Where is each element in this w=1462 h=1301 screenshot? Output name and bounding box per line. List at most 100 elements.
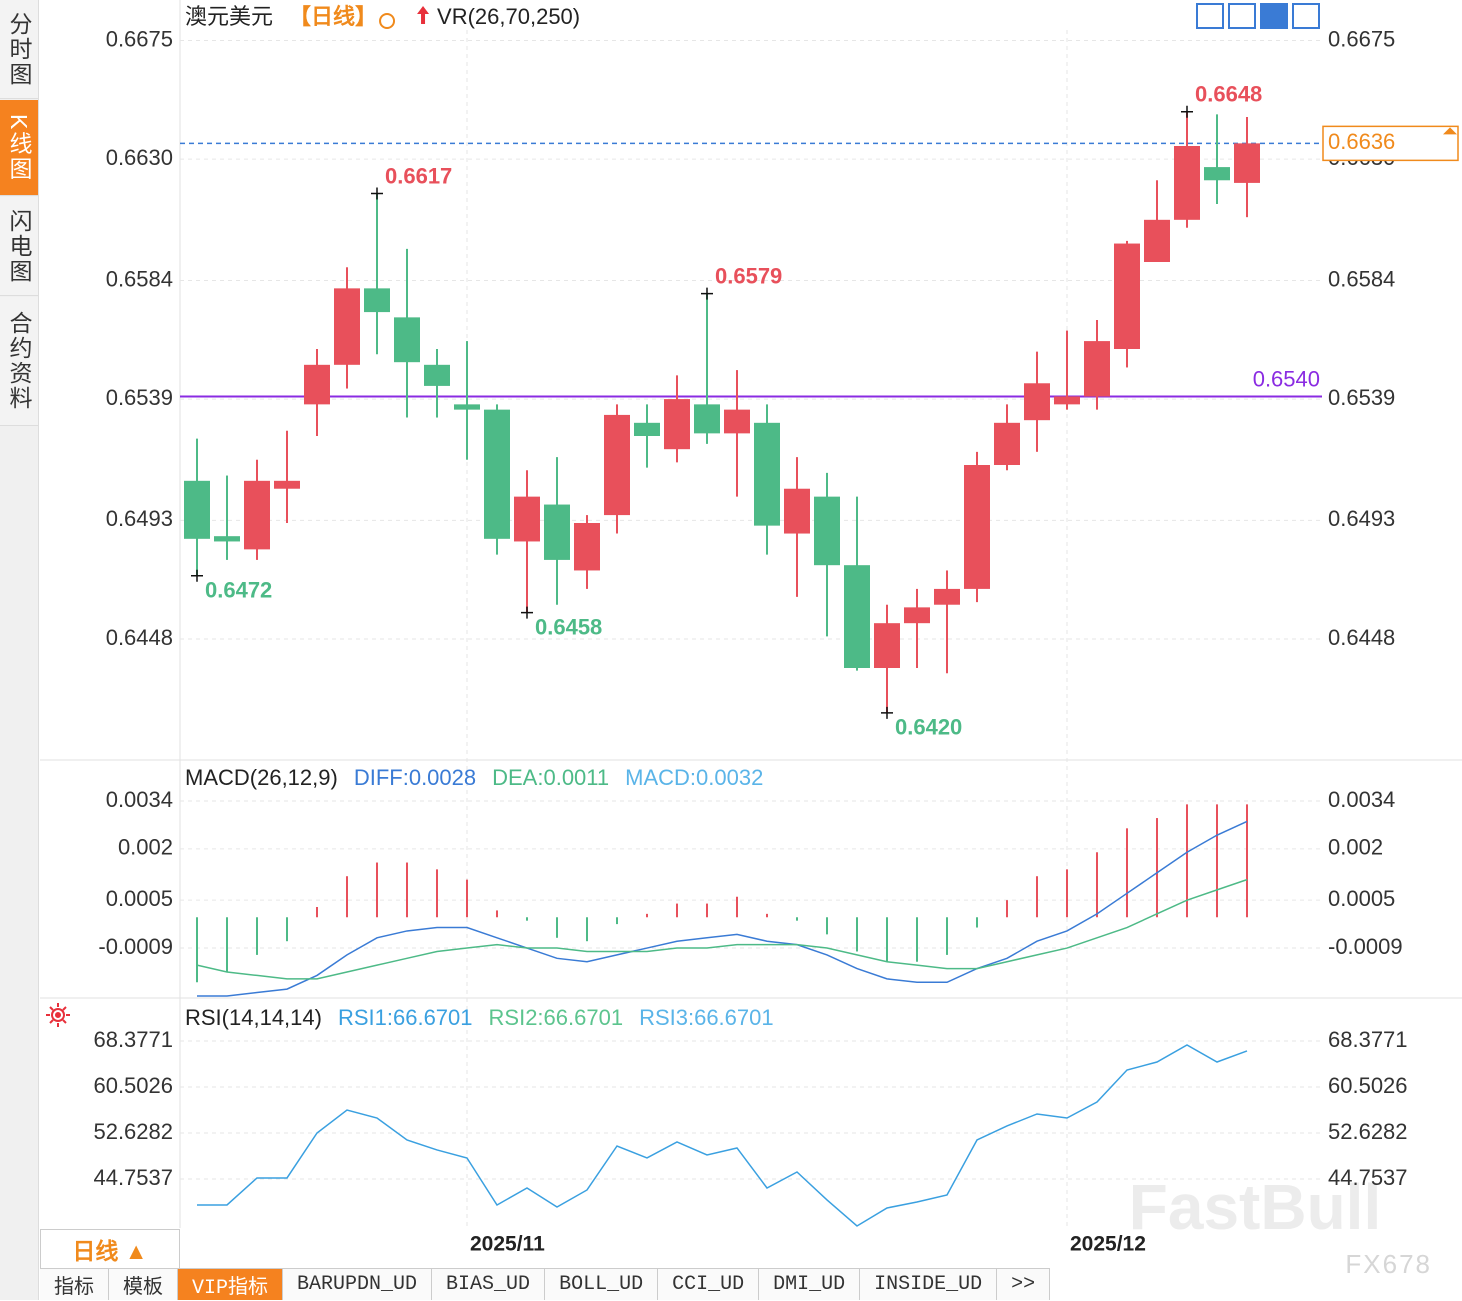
candle-body	[544, 504, 570, 560]
y-tick-label: -0.0009	[1328, 934, 1403, 959]
indicator-tab[interactable]: 指标	[40, 1269, 109, 1300]
indicator-tab[interactable]: CCI_UD	[658, 1269, 760, 1300]
panel-legend: VR(26,70,250)	[437, 4, 580, 29]
candle-body	[364, 288, 390, 313]
sidebar: 分时图 K线图 闪电图 合约资料	[0, 0, 39, 1300]
vr-icon	[417, 6, 430, 24]
x-tick-label: 2025/12	[1070, 1233, 1146, 1256]
panel-legend: 【日线】	[289, 4, 377, 29]
candle-body	[1114, 243, 1140, 349]
rsi-line	[197, 1044, 1248, 1227]
annotation-marker	[1181, 105, 1193, 118]
macd-line	[196, 878, 1248, 980]
y-tick-label: 44.7537	[93, 1165, 173, 1190]
candle-body	[964, 465, 990, 589]
candle-body	[304, 364, 330, 405]
candle-body	[634, 422, 660, 436]
candle-body	[844, 565, 870, 668]
candle-body	[484, 409, 510, 539]
annotation-label: 0.6617	[385, 163, 452, 188]
x-tick-label: 2025/11	[470, 1233, 545, 1256]
indicator-tab[interactable]: BOLL_UD	[545, 1269, 659, 1300]
candle-body	[1084, 341, 1110, 397]
candle-body	[604, 414, 630, 516]
y-tick-label: 0.6448	[1328, 625, 1395, 650]
reference-label: 0.6540	[1253, 366, 1320, 391]
y-tick-label: 60.5026	[1328, 1073, 1408, 1098]
y-tick-label: 68.3771	[93, 1027, 173, 1052]
sidebar-tab[interactable]: 合约资料	[0, 297, 38, 426]
panel-legend: RSI(14,14,14)	[185, 1005, 322, 1030]
tool-icon[interactable]	[1292, 3, 1320, 29]
y-tick-label: 0.0005	[106, 886, 173, 911]
y-tick-label: 0.6493	[106, 506, 173, 531]
panel-legend: MACD:0.0032	[625, 765, 763, 790]
indicator-tab[interactable]: DMI_UD	[759, 1269, 861, 1300]
panel-legend: RSI2:66.6701	[489, 1005, 624, 1030]
annotation-marker	[191, 569, 203, 582]
candle-body	[394, 317, 420, 363]
panel-legend: 澳元美元	[185, 4, 273, 29]
y-tick-label: -0.0009	[98, 934, 173, 959]
candle-body	[1024, 383, 1050, 421]
y-tick-label: 68.3771	[1328, 1027, 1408, 1052]
annotation-label: 0.6420	[895, 715, 962, 740]
candle-body	[694, 404, 720, 434]
y-tick-label: 0.6448	[106, 625, 173, 650]
y-tick-label: 0.002	[1328, 835, 1383, 860]
y-tick-label: 52.6282	[93, 1119, 173, 1144]
y-tick-label: 0.0005	[1328, 886, 1395, 911]
panel-legend: MACD(26,12,9)	[185, 765, 338, 790]
candle-body	[184, 480, 210, 539]
sidebar-tab[interactable]: K线图	[0, 100, 38, 196]
sidebar-tab[interactable]: 闪电图	[0, 197, 38, 296]
toolbar	[1196, 3, 1320, 29]
annotation-label: 0.6472	[205, 578, 272, 603]
candle-body	[1054, 396, 1080, 405]
indicator-tab[interactable]: INSIDE_UD	[860, 1269, 998, 1300]
current-price-label: 0.6636	[1328, 129, 1395, 154]
panel-legend: DIFF:0.0028	[354, 765, 476, 790]
candle-body	[814, 496, 840, 566]
indicator-tab[interactable]: VIP指标	[178, 1269, 284, 1300]
watermark: FastBull	[1129, 1171, 1381, 1243]
macd-line	[197, 820, 1248, 997]
tool-icon[interactable]	[1228, 3, 1256, 29]
y-tick-label: 0.0034	[1328, 787, 1395, 812]
annotation-marker	[701, 287, 713, 300]
indicator-tab[interactable]: 模板	[109, 1269, 178, 1300]
candle-body	[574, 523, 600, 571]
candle-body	[454, 404, 480, 410]
sidebar-tab[interactable]: 分时图	[0, 0, 38, 99]
candle-body	[1174, 146, 1200, 220]
annotation-marker	[371, 187, 383, 200]
y-tick-label: 0.6584	[1328, 266, 1395, 291]
candle-body	[1234, 143, 1260, 183]
candle-body	[214, 536, 240, 542]
candle-body	[784, 488, 810, 534]
candle-body	[904, 607, 930, 624]
y-tick-label: 0.6584	[106, 266, 173, 291]
indicator-tab[interactable]: >>	[997, 1269, 1051, 1300]
indicator-tab[interactable]: BARUPDN_UD	[283, 1269, 433, 1300]
y-tick-label: 52.6282	[1328, 1119, 1408, 1144]
panel-legend: RSI1:66.6701	[338, 1005, 473, 1030]
settings-icon[interactable]	[46, 1003, 70, 1027]
y-tick-label: 0.002	[118, 835, 173, 860]
current-price-box	[1322, 125, 1459, 162]
y-tick-label: 0.6539	[1328, 385, 1395, 410]
candle-body	[244, 480, 270, 550]
candle-body	[1204, 167, 1230, 181]
candle-body	[724, 409, 750, 434]
indicator-tab[interactable]: BIAS_UD	[432, 1269, 546, 1300]
annotation-label: 0.6579	[715, 263, 782, 288]
annotation-marker	[881, 706, 893, 719]
candle-body	[664, 399, 690, 450]
tool-icon[interactable]	[1196, 3, 1224, 29]
tool-icon[interactable]	[1260, 3, 1288, 29]
current-price-arrow	[1443, 127, 1457, 135]
candle-body	[514, 496, 540, 542]
period-button[interactable]: 日线 ▲	[40, 1229, 180, 1269]
